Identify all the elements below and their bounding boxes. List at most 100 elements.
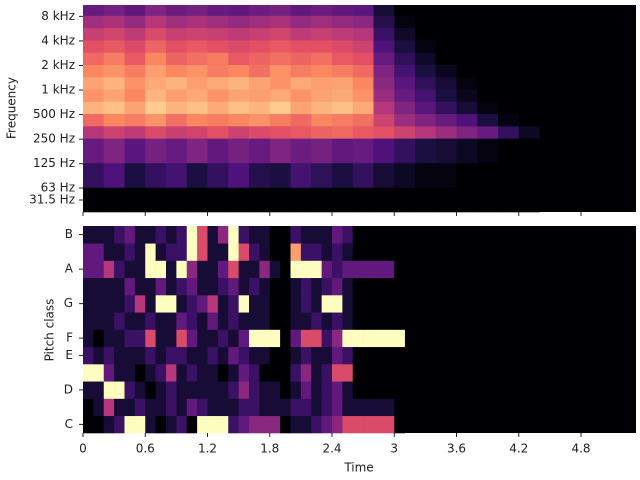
heat-cell: [124, 312, 136, 330]
heat-cell: [207, 113, 229, 127]
heat-cell: [228, 64, 250, 78]
heat-cell: [103, 5, 125, 16]
heat-cell: [269, 260, 281, 279]
heat-cell: [186, 346, 198, 365]
heat-cell: [394, 76, 416, 90]
heat-cell: [477, 5, 499, 16]
heat-cell: [83, 162, 105, 188]
heat-cell: [311, 27, 333, 41]
heat-cell: [363, 243, 374, 261]
heat-cell: [249, 415, 260, 434]
heat-cell: [373, 162, 395, 188]
heat-cell: [394, 101, 416, 115]
heat-cell: [435, 126, 457, 139]
heat-cell: [352, 312, 364, 330]
heat-cell: [352, 295, 364, 313]
heat-cell: [498, 27, 520, 41]
heat-cell: [155, 277, 167, 296]
heat-cell: [373, 138, 395, 164]
heat-cell: [373, 398, 385, 417]
heat-cell: [114, 312, 125, 330]
heat-cell: [186, 226, 198, 244]
y-tick-label: 4 kHz: [41, 33, 75, 47]
heat-cell: [145, 295, 156, 313]
heat-cell: [124, 27, 146, 41]
heat-cell: [373, 126, 395, 139]
heat-cell: [363, 381, 374, 399]
heat-cell: [269, 312, 281, 330]
heat-cell: [373, 5, 395, 16]
heat-cell: [321, 364, 333, 382]
heat-cell: [103, 312, 115, 330]
heat-cell: [280, 260, 291, 279]
heat-cell: [83, 226, 94, 244]
heat-cell: [103, 101, 125, 115]
heat-cell: [103, 52, 125, 65]
heat-cell: [498, 76, 520, 90]
heat-cell: [238, 295, 250, 313]
heat-cell: [477, 126, 499, 139]
heat-cell: [435, 5, 457, 16]
heat-cell: [124, 15, 146, 29]
heat-cell: [93, 329, 105, 348]
heat-cell: [103, 76, 125, 90]
heat-cell: [114, 381, 125, 399]
heat-cell: [155, 381, 167, 399]
heat-cell: [166, 162, 188, 188]
heat-cell: [155, 346, 167, 365]
heat-cell: [93, 346, 105, 365]
heat-cell: [373, 27, 395, 41]
heat-cell: [383, 364, 395, 382]
heat-cell: [269, 226, 281, 244]
heat-cell: [166, 113, 188, 127]
heat-cell: [166, 126, 188, 139]
heat-cell: [332, 52, 354, 65]
heat-cell: [456, 187, 478, 213]
heat-cell: [456, 52, 478, 65]
heat-cell: [166, 415, 177, 434]
heat-cell: [332, 415, 343, 434]
heat-cell: [332, 126, 354, 139]
heat-cell: [383, 277, 395, 296]
heat-cell: [134, 415, 146, 434]
heat-cell: [300, 364, 312, 382]
heat-cell: [186, 260, 198, 279]
heat-cell: [280, 346, 291, 365]
heat-cell: [228, 5, 250, 16]
heat-cell: [363, 415, 374, 434]
heat-cell: [238, 381, 250, 399]
heat-cell: [124, 260, 136, 279]
heat-cell: [280, 398, 291, 417]
heat-cell: [145, 101, 167, 115]
heat-cell: [228, 40, 250, 53]
heat-cell: [166, 138, 188, 164]
heat-cell: [498, 5, 520, 16]
heat-cell: [124, 398, 136, 417]
heat-cell: [259, 398, 271, 417]
heat-cell: [166, 15, 188, 29]
heat-cell: [321, 277, 333, 296]
heat-cell: [238, 312, 250, 330]
heat-cell: [228, 312, 239, 330]
heat-cell: [228, 381, 239, 399]
heat-cell: [300, 295, 312, 313]
heat-cell: [197, 260, 208, 279]
heat-cell: [228, 52, 250, 65]
heat-cell: [373, 364, 385, 382]
heat-cell: [290, 346, 302, 365]
heat-cell: [280, 364, 291, 382]
heat-cell: [155, 295, 167, 313]
heat-cell: [197, 415, 208, 434]
heat-cell: [280, 295, 291, 313]
heat-cell: [456, 126, 478, 139]
heat-cell: [259, 329, 271, 348]
heat-cell: [477, 101, 499, 115]
heat-cell: [166, 346, 177, 365]
heat-cell: [103, 40, 125, 53]
heat-cell: [383, 226, 395, 244]
heat-cell: [145, 226, 156, 244]
heat-cell: [124, 126, 146, 139]
heat-cell: [176, 398, 188, 417]
heat-cell: [197, 364, 208, 382]
heat-cell: [383, 295, 395, 313]
